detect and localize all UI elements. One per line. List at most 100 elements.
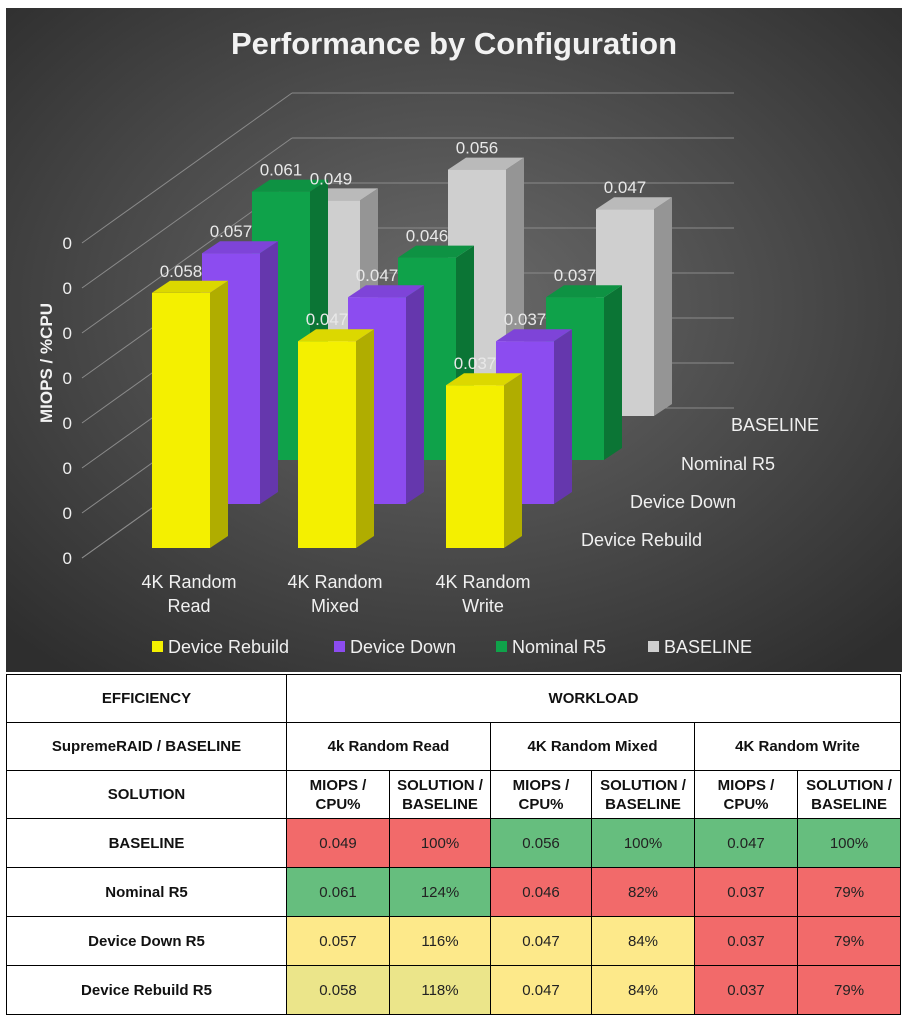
legend-label: Nominal R5 (512, 637, 606, 657)
table-cell: 0.047 (490, 965, 592, 1015)
table-cell: 0.037 (694, 965, 798, 1015)
bar-top (398, 245, 474, 258)
y-tick-label: 0 (63, 459, 72, 478)
data-label: 0.046 (406, 227, 449, 246)
bar-top (496, 329, 572, 342)
data-label: 0.037 (454, 354, 497, 373)
legend-item: BASELINE (648, 637, 752, 657)
table-cell: 100% (591, 818, 695, 868)
gridline (81, 92, 293, 244)
solution-baseline-header: SOLUTION / BASELINE (591, 770, 695, 819)
chart-panel: 0 0 0 0 0 0 0 0 0.049 0.056 0.047 0.061 0.046 0.037 0.… (6, 8, 902, 672)
depth-label: Device Down (630, 492, 736, 512)
category-label: Mixed (311, 596, 359, 616)
bar-side (260, 241, 278, 504)
table-cell: 0.049 (286, 818, 390, 868)
table-cell: 84% (591, 916, 695, 966)
data-label: 0.047 (356, 266, 399, 285)
data-label: 0.037 (554, 266, 597, 285)
gridline (81, 137, 293, 289)
bar-front (446, 385, 504, 548)
table-cell: 0.058 (286, 965, 390, 1015)
table-cell: 79% (796, 916, 902, 966)
row-label: Nominal R5 (6, 867, 287, 917)
legend-item: Device Rebuild (152, 637, 289, 657)
bar-top (252, 179, 328, 192)
y-tick-label: 0 (63, 234, 72, 253)
workload-read-header: 4k Random Read (286, 722, 491, 771)
bar-top (448, 157, 524, 170)
bar-device-rebuild-1 (298, 329, 374, 548)
table-row: Device Rebuild R5 0.058 118% 0.047 84% 0.037 7… (6, 965, 902, 1015)
category-label: Read (167, 596, 210, 616)
legend-swatch (496, 641, 507, 652)
bar-top (152, 280, 228, 293)
y-tick-label: 0 (63, 414, 72, 433)
bar-side (504, 373, 522, 548)
table-cell: 100% (389, 818, 491, 868)
table-cell: 0.057 (286, 916, 390, 966)
bar-side (604, 285, 622, 460)
table-row: Nominal R5 0.061 124% 0.046 82% 0.037 79% (6, 867, 902, 917)
y-tick-label: 0 (63, 279, 72, 298)
legend-swatch (648, 641, 659, 652)
table-cell: 79% (796, 965, 902, 1015)
data-label: 0.047 (604, 178, 647, 197)
bar-side (356, 329, 374, 548)
data-label: 0.049 (310, 169, 353, 188)
data-label: 0.037 (504, 310, 547, 329)
workload-mixed-header: 4K Random Mixed (490, 722, 695, 771)
table-cell: 0.047 (490, 916, 592, 966)
category-label: 4K Random (435, 572, 530, 592)
efficiency-header: EFFICIENCY (6, 674, 287, 723)
table-subheader-row: SOLUTION MIOPS / CPU% SOLUTION / BASELINE … (6, 770, 902, 819)
miops-cpu-header: MIOPS / CPU% (490, 770, 592, 819)
bar-side (654, 197, 672, 416)
y-tick-label: 0 (63, 504, 72, 523)
table-cell: 118% (389, 965, 491, 1015)
bar-front (152, 292, 210, 548)
row-label: Device Rebuild R5 (6, 965, 287, 1015)
table-header-row: EFFICIENCY WORKLOAD (6, 674, 902, 723)
table-cell: 0.046 (490, 867, 592, 917)
y-tick-label: 0 (63, 369, 72, 388)
legend-swatch (334, 641, 345, 652)
table-cell: 0.037 (694, 867, 798, 917)
table-cell: 0.056 (490, 818, 592, 868)
solution-baseline-header: SOLUTION / BASELINE (796, 770, 902, 819)
depth-label: Device Rebuild (581, 530, 702, 550)
bar-side (554, 329, 572, 504)
bar-top (202, 241, 278, 254)
bar-top (298, 329, 374, 342)
category-label: Write (462, 596, 504, 616)
bar-top (348, 285, 424, 298)
category-label: 4K Random (141, 572, 236, 592)
table-row: Device Down R5 0.057 116% 0.047 84% 0.037 79% (6, 916, 902, 966)
bar-device-rebuild-0 (152, 280, 228, 548)
legend-item: Device Down (334, 637, 456, 657)
depth-label: Nominal R5 (681, 454, 775, 474)
category-label: 4K Random (287, 572, 382, 592)
bar-front (298, 341, 356, 548)
chart-title: Performance by Configuration (231, 26, 677, 61)
miops-cpu-header: MIOPS / CPU% (694, 770, 798, 819)
depth-label: BASELINE (731, 415, 819, 435)
data-label: 0.058 (160, 262, 203, 281)
table-cell: 0.037 (694, 916, 798, 966)
table-workload-row: SupremeRAID / BASELINE 4k Random Read 4K… (6, 722, 902, 771)
table-cell: 84% (591, 965, 695, 1015)
bar-top (596, 197, 672, 210)
legend-item: Nominal R5 (496, 637, 606, 657)
y-tick-label: 0 (63, 549, 72, 568)
miops-cpu-header: MIOPS / CPU% (286, 770, 390, 819)
table-cell: 82% (591, 867, 695, 917)
data-label: 0.057 (210, 222, 253, 241)
table-cell: 0.047 (694, 818, 798, 868)
row-label: Device Down R5 (6, 916, 287, 966)
bar-side (210, 280, 228, 548)
efficiency-table: EFFICIENCY WORKLOAD SupremeRAID / BASELI… (6, 674, 902, 1015)
legend-label: Device Down (350, 637, 456, 657)
table-cell: 100% (796, 818, 902, 868)
legend-swatch (152, 641, 163, 652)
table-cell: 124% (389, 867, 491, 917)
